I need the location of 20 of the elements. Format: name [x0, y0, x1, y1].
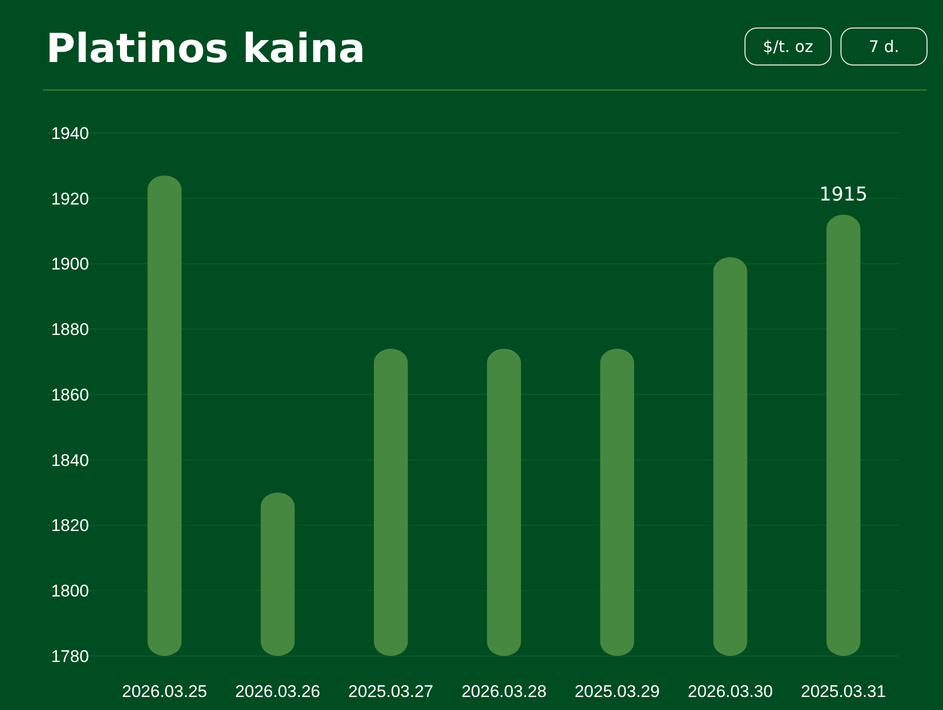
- y-tick-label: 1800: [51, 582, 89, 601]
- y-tick-label: 1920: [51, 189, 89, 208]
- x-tick-label: 2026.03.25: [122, 682, 208, 701]
- x-tick-label: 2025.03.27: [348, 682, 434, 701]
- y-tick-label: 1840: [51, 450, 89, 470]
- x-tick-label: 2025.03.29: [574, 682, 660, 701]
- y-tick-label: 1940: [51, 124, 89, 143]
- text: 7 d.: [868, 37, 900, 56]
- x-tick-label: 2025.03.31: [800, 682, 886, 701]
- x-tick-label: 2026.03.26: [235, 682, 320, 701]
- y-tick-label: 1900: [51, 254, 89, 274]
- data-label: 1915: [819, 184, 868, 206]
- text: $/t. oz: [762, 37, 814, 56]
- chart-title: Platinos kaina: [46, 26, 366, 72]
- y-tick-label: 1860: [51, 385, 89, 404]
- y-tick-label: 1780: [51, 646, 89, 666]
- x-tick-label: 2026.03.28: [461, 682, 547, 701]
- x-tick-label: 2026.03.30: [688, 682, 773, 701]
- y-tick-label: 1820: [51, 516, 89, 536]
- y-tick-label: 1880: [51, 320, 89, 340]
